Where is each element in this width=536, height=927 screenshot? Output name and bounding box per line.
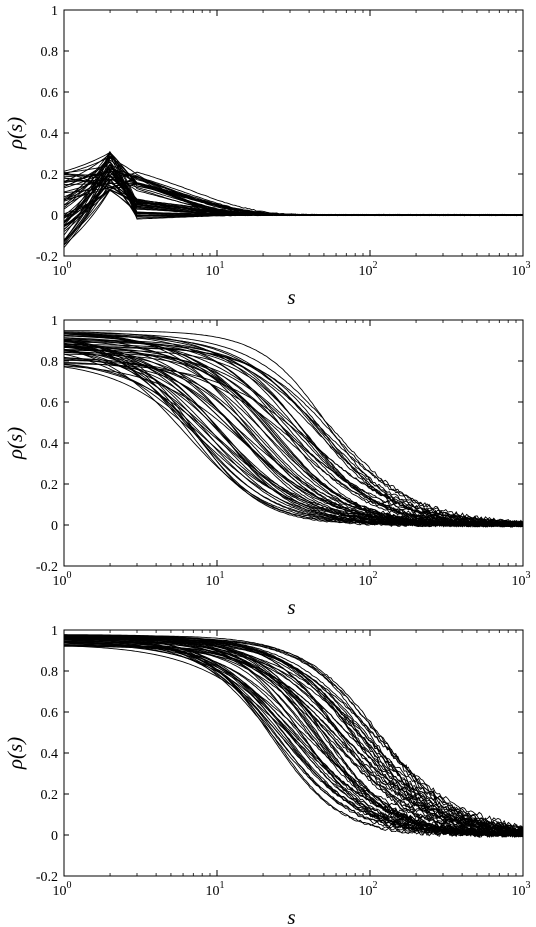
series-line-bottom-51 [64, 644, 523, 831]
y-tick-label-top-3: 0.4 [41, 127, 59, 142]
series-line-bottom-45 [64, 635, 523, 836]
axes-box-top [63, 9, 524, 257]
x-axis-label-middle: s [287, 595, 295, 619]
y-tick-label-bottom-2: 0.2 [41, 788, 59, 803]
series-line-middle-47 [64, 351, 523, 527]
x-tick-label-top-1: 101 [206, 260, 225, 279]
y-tick-label-bottom-3: 0.4 [41, 747, 59, 762]
y-tick-label-top-4: 0.6 [41, 86, 59, 101]
series-line-top-60 [64, 178, 523, 219]
series-line-middle-58 [64, 330, 523, 527]
y-tick-label-middle-2: 0.2 [41, 478, 59, 493]
y-axis-label-middle: ρ(s) [3, 427, 27, 460]
series-line-middle-59 [64, 332, 523, 525]
series-line-bottom-41 [64, 642, 523, 833]
series-line-top-21 [64, 182, 523, 242]
x-axis-label-top: s [287, 285, 295, 309]
y-tick-label-middle-1: 0 [51, 519, 58, 534]
y-tick-label-middle-5: 0.8 [41, 355, 59, 370]
series-line-top-17 [64, 156, 523, 224]
y-tick-label-top-6: 1 [51, 4, 58, 19]
y-tick-label-bottom-1: 0 [51, 829, 58, 844]
series-line-bottom-55 [64, 638, 523, 835]
y-tick-label-middle-4: 0.6 [41, 396, 59, 411]
x-tick-label-bottom-1: 101 [206, 880, 225, 899]
series-line-middle-39 [64, 353, 523, 528]
series-line-middle-57 [64, 347, 523, 527]
y-tick-label-top-1: 0 [51, 209, 58, 224]
y-tick-label-bottom-6: 1 [51, 624, 58, 639]
x-tick-label-middle-2: 102 [359, 570, 378, 589]
series-line-bottom-39 [64, 635, 523, 837]
x-tick-label-middle-3: 103 [512, 570, 531, 589]
series-line-bottom-38 [64, 635, 523, 837]
series-line-bottom-60 [64, 636, 523, 833]
x-tick-label-bottom-3: 103 [512, 880, 531, 899]
series-line-bottom-57 [64, 636, 523, 829]
y-axis-label-bottom: ρ(s) [3, 737, 27, 770]
y-tick-label-top-0: -0.2 [36, 250, 58, 265]
y-tick-label-top-5: 0.8 [41, 45, 59, 60]
y-tick-label-top-2: 0.2 [41, 168, 59, 183]
series-line-bottom-11 [64, 634, 523, 837]
series-line-middle-51 [64, 363, 523, 525]
y-tick-label-middle-6: 1 [51, 314, 58, 329]
series-line-bottom-37 [64, 638, 523, 834]
y-tick-label-middle-3: 0.4 [41, 437, 59, 452]
y-tick-label-middle-0: -0.2 [36, 560, 58, 575]
series-line-bottom-30 [64, 634, 523, 837]
series-group-top [64, 150, 523, 248]
series-line-bottom-47 [64, 639, 523, 835]
x-tick-label-bottom-2: 102 [359, 880, 378, 899]
series-group-middle [64, 330, 523, 528]
series-line-middle-20 [64, 340, 523, 527]
y-tick-label-bottom-4: 0.6 [41, 706, 59, 721]
y-tick-label-bottom-0: -0.2 [36, 870, 58, 885]
series-line-bottom-58 [64, 634, 523, 833]
y-tick-label-bottom-5: 0.8 [41, 665, 59, 680]
series-line-middle-60 [64, 345, 523, 526]
x-tick-label-top-2: 102 [359, 260, 378, 279]
x-tick-label-middle-1: 101 [206, 570, 225, 589]
x-tick-label-top-3: 103 [512, 260, 531, 279]
y-axis-label-top: ρ(s) [3, 117, 27, 150]
series-line-middle-9 [64, 366, 523, 528]
x-axis-label-bottom: s [287, 905, 295, 927]
series-group-bottom [64, 634, 523, 838]
series-line-bottom-35 [64, 645, 523, 837]
series-line-middle-56 [64, 338, 523, 525]
series-line-middle-44 [64, 357, 523, 526]
